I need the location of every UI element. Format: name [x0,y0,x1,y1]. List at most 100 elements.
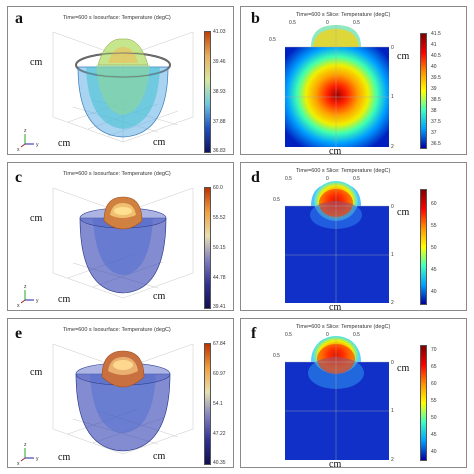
axis-top-d-1: 0 [326,176,329,182]
tick-b-4: 39.5 [431,75,441,81]
tick-d-3: 45 [431,267,437,273]
isosurface-plot-e [52,343,194,455]
tick-e-2: 54.1 [213,401,223,407]
tick-b-6: 38.5 [431,97,441,103]
unit-left-c: cm [30,213,43,224]
axis-right-d-1: 1 [391,252,394,258]
tick-b-9: 37 [431,130,437,136]
axis-right-d-2: 2 [391,300,394,306]
colorbar-d [420,189,427,305]
axis-right-f-1: 1 [391,408,394,414]
tick-a-0: 41.03 [213,29,226,35]
slice-plot-b [285,25,389,147]
panel-f: f Time=600 s Slice: Temperature (degC) 0… [240,318,467,470]
tick-a-1: 39.46 [213,59,226,65]
axis-right-f-2: 2 [391,457,394,463]
panel-title-b: Time=600 s Slice: Temperature (degC) [296,12,391,18]
unit-bottom-left-e: cm [58,452,71,463]
unit-bottom-left-a: cm [58,138,71,149]
axis-mid-d-0: 0.5 [273,197,280,203]
tick-f-4: 50 [431,415,437,421]
tick-f-3: 55 [431,398,437,404]
axis-top-f-1: 0 [326,332,329,338]
axis-top-d-2: 0.5 [353,176,360,182]
tick-b-3: 40 [431,64,437,70]
axis-x-a: x [17,147,20,153]
panel-title-e: Time=600 s Isosurface: Temperature (degC… [63,327,171,333]
axis-triad-e [20,448,34,462]
colorbar-a [204,31,211,153]
panel-title-d: Time=600 s Slice: Temperature (degC) [296,168,391,174]
panel-label-f: f [251,325,257,342]
slice-plot-f [285,336,389,460]
axis-top-b-1: 0 [326,20,329,26]
unit-bottom-right-a: cm [153,137,166,148]
panel-title-c: Time=600 s Isosurface: Temperature (degC… [63,171,171,177]
tick-d-2: 50 [431,245,437,251]
panel-label-a: a [15,10,23,27]
tick-e-3: 47.22 [213,431,226,437]
axis-mid-b-0: 0.5 [269,37,276,43]
tick-c-0: 60.0 [213,185,223,191]
tick-c-2: 50.15 [213,245,226,251]
panel-b: b Time=600 s Slice: Temperature (degC) 0… [240,6,467,157]
axis-right-d-0: 0 [391,204,394,210]
tick-f-0: 70 [431,347,437,353]
colorbar-f [420,345,427,461]
unit-bottom-right-c: cm [153,291,166,302]
axis-right-b-0: 0 [391,45,394,51]
panel-title-f: Time=600 s Slice: Temperature (degC) [296,324,391,330]
axis-right-f-0: 0 [391,360,394,366]
panel-label-d: d [251,169,260,186]
tick-c-4: 39.41 [213,304,226,310]
panel-a: a Time=600 s Isosurface: Temperature (de… [7,6,234,155]
tick-b-8: 37.5 [431,119,441,125]
axis-right-b-1: 1 [391,94,394,100]
tick-e-1: 60.97 [213,371,226,377]
axis-y-a: y [36,142,39,148]
unit-left-e: cm [30,367,43,378]
tick-b-10: 36.5 [431,141,441,147]
tick-c-1: 55.52 [213,215,226,221]
unit-left-a: cm [30,57,43,68]
slice-plot-d [285,181,389,303]
tick-f-2: 60 [431,381,437,387]
isosurface-plot-a [52,31,194,143]
tick-b-2: 40.5 [431,53,441,59]
axis-y-e: y [36,456,39,462]
tick-a-3: 37.88 [213,119,226,125]
tick-f-5: 45 [431,432,437,438]
unit-bottom-left-c: cm [58,294,71,305]
unit-bottom-right-e: cm [153,451,166,462]
colorbar-b [420,33,427,149]
axis-top-b-0: 0.5 [289,20,296,26]
axis-top-b-2: 0.5 [353,20,360,26]
axis-y-c: y [36,298,39,304]
panel-label-e: e [15,325,23,342]
tick-b-0: 41.5 [431,31,441,37]
unit-right-f: cm [397,363,410,374]
colorbar-c [204,187,211,309]
panel-label-b: b [251,10,260,27]
axis-x-c: x [17,303,20,309]
axis-z-e: z [24,442,27,448]
axis-z-c: z [24,284,27,290]
unit-right-b: cm [397,51,410,62]
tick-f-6: 40 [431,449,437,455]
tick-a-2: 38.93 [213,89,226,95]
tick-f-1: 65 [431,364,437,370]
panel-c: c Time=600 s Isosurface: Temperature (de… [7,162,234,311]
axis-triad-a [20,134,34,148]
axis-top-d-0: 0.5 [285,176,292,182]
unit-bottom-d: cm [329,302,342,313]
tick-c-3: 44.78 [213,275,226,281]
axis-mid-f-0: 0.5 [273,353,280,359]
axis-right-b-2: 2 [391,144,394,150]
isosurface-plot-c [52,187,194,299]
axis-z-a: z [24,128,27,134]
colorbar-e [204,343,211,465]
axis-triad-c [20,290,34,304]
panel-title-a: Time=600 s Isosurface: Temperature (degC… [63,15,171,21]
tick-b-7: 38 [431,108,437,114]
panel-d: d Time=600 s Slice: Temperature (degC) 0… [240,162,467,313]
